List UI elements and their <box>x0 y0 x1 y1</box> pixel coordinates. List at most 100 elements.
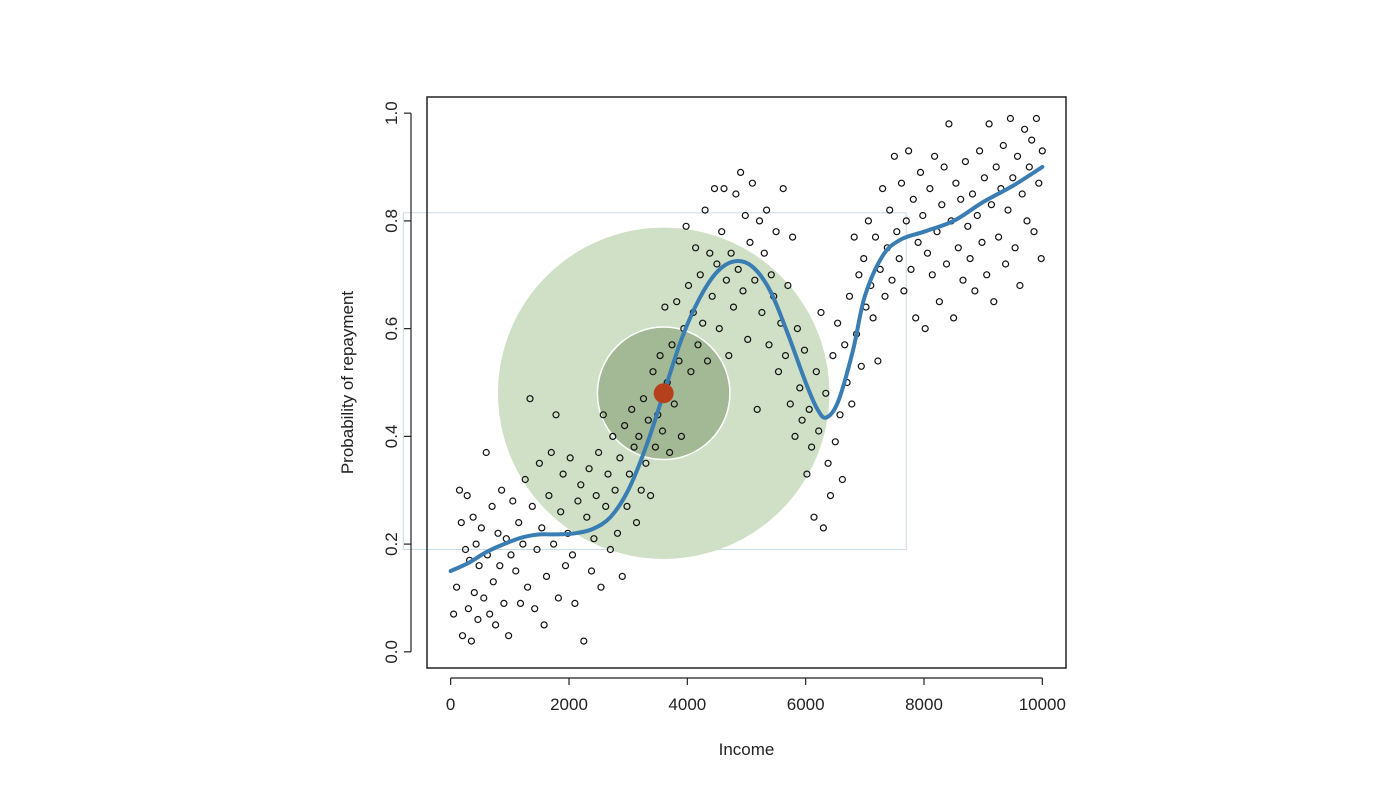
y-tick-label: 0.2 <box>382 532 401 556</box>
data-point <box>985 120 993 128</box>
data-point <box>949 314 958 322</box>
data-point <box>519 540 527 548</box>
data-point <box>779 185 787 193</box>
data-point <box>727 249 735 257</box>
data-point <box>464 605 472 613</box>
data-point <box>538 524 546 532</box>
x-axis-title: Income <box>719 740 775 759</box>
data-point <box>470 588 478 597</box>
data-point <box>774 368 783 376</box>
data-point <box>729 303 738 311</box>
data-point <box>670 400 678 408</box>
data-point <box>489 578 497 586</box>
data-point <box>498 486 506 494</box>
data-point <box>635 432 643 440</box>
data-point <box>531 605 539 613</box>
data-point <box>945 120 953 128</box>
data-point <box>509 497 517 505</box>
data-point <box>886 206 894 214</box>
data-point <box>760 249 768 257</box>
data-point <box>904 147 913 155</box>
data-point <box>450 610 458 618</box>
data-point <box>521 475 529 484</box>
data-point <box>855 271 863 279</box>
data-point <box>475 562 483 570</box>
data-point <box>533 545 541 554</box>
data-point <box>987 201 996 209</box>
data-point <box>819 524 828 532</box>
data-point <box>1032 114 1041 123</box>
data-point <box>644 416 652 424</box>
data-point <box>561 562 570 570</box>
data-point <box>1035 179 1043 187</box>
highlight-layer <box>402 212 907 559</box>
data-point <box>528 502 536 510</box>
data-point <box>691 244 700 252</box>
data-point <box>515 518 523 527</box>
target-point <box>653 383 674 404</box>
data-point <box>812 368 820 376</box>
data-point <box>665 448 674 457</box>
data-point <box>549 540 558 548</box>
data-point <box>494 529 502 537</box>
data-point <box>975 147 984 155</box>
data-point <box>682 222 690 230</box>
data-point <box>625 470 634 478</box>
data-point <box>796 384 804 392</box>
data-point <box>710 185 719 193</box>
data-point <box>732 190 740 198</box>
data-point <box>746 238 754 246</box>
data-point <box>725 352 733 360</box>
data-point <box>713 260 721 268</box>
data-point <box>864 217 873 225</box>
data-point <box>829 352 837 360</box>
data-point <box>890 152 899 160</box>
data-point <box>902 217 910 225</box>
data-point <box>507 551 515 559</box>
data-point <box>592 492 600 500</box>
data-point <box>916 168 925 176</box>
data-point <box>1025 163 1033 171</box>
data-point <box>1037 255 1045 263</box>
data-point <box>980 174 989 182</box>
data-point <box>649 368 657 376</box>
data-point <box>566 454 574 462</box>
data-point <box>857 362 865 370</box>
data-point <box>613 529 622 537</box>
data-point <box>463 492 471 500</box>
data-point <box>1011 244 1019 252</box>
data-point <box>542 572 551 581</box>
data-point <box>928 271 936 279</box>
data-point <box>935 298 944 306</box>
data-point <box>836 411 844 419</box>
data-point <box>480 594 488 602</box>
x-tick-label: 6000 <box>787 695 825 714</box>
data-point <box>580 637 588 645</box>
data-point <box>590 535 598 543</box>
x-tick-label: 0 <box>446 695 455 714</box>
data-point <box>822 389 830 397</box>
data-point <box>720 185 728 193</box>
data-point <box>992 163 1000 171</box>
data-point <box>488 502 496 510</box>
data-point <box>930 152 939 160</box>
data-point <box>574 497 582 505</box>
data-point <box>457 518 465 527</box>
data-point <box>1023 217 1031 225</box>
data-point <box>824 459 832 467</box>
data-point <box>673 298 681 306</box>
data-point <box>602 502 610 510</box>
data-point <box>472 540 480 548</box>
data-point <box>755 217 764 225</box>
data-point <box>505 632 513 640</box>
data-point <box>628 405 636 413</box>
data-point <box>800 346 809 354</box>
data-point <box>585 465 593 473</box>
data-point <box>477 524 485 532</box>
data-point <box>831 438 839 446</box>
data-point <box>971 287 979 295</box>
data-point <box>482 448 490 457</box>
data-point <box>793 325 802 333</box>
data-point <box>914 238 922 246</box>
data-point <box>630 443 638 451</box>
